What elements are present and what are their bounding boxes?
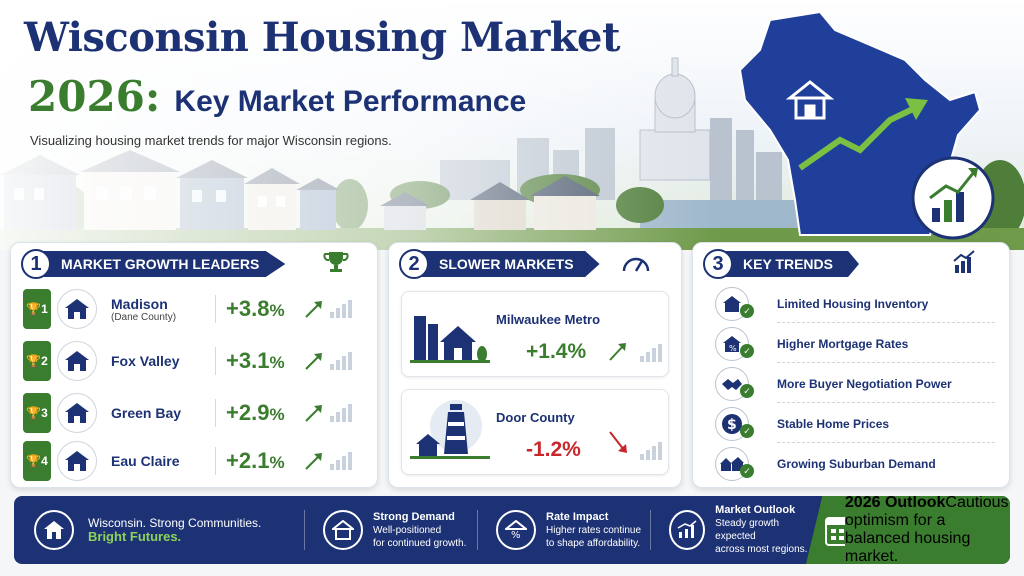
trend-item: % ✓ Higher Mortgage Rates <box>715 325 995 363</box>
dollar-icon: $ ✓ <box>715 407 754 441</box>
footer-item-title: Strong Demand <box>373 510 455 523</box>
region-name: Eau Claire <box>111 453 180 469</box>
bars-icon <box>640 442 662 460</box>
bars-icon <box>330 452 352 470</box>
hero-banner: Wisconsin Housing Market 2026: Key Marke… <box>0 0 1024 250</box>
bars-icon <box>330 404 352 422</box>
house-icon <box>57 341 97 381</box>
rank-badge: 🏆 1 <box>23 289 51 329</box>
trend-up-icon <box>305 453 322 470</box>
neighborhood-icon: ✓ <box>715 447 754 481</box>
svg-text:%: % <box>729 344 737 353</box>
market-card-milwaukee: Milwaukee Metro +1.4% <box>401 291 669 377</box>
footer-outlook-2026: 2026 OutlookCautious optimism for a balan… <box>806 496 1010 564</box>
list-item: 🏆 4 Eau Claire +2.1% <box>23 439 369 483</box>
market-name: Door County <box>496 410 575 425</box>
trend-up-icon <box>609 343 626 361</box>
gauge-icon <box>622 257 650 272</box>
footer-item-demand: Strong Demand Well-positioned for continue… <box>305 496 477 564</box>
slower-markets-panel: 2 SLOWER MARKETS Milwaukee Metro +1.4% D… <box>388 242 682 488</box>
region-name: Madison <box>111 295 168 312</box>
calendar-icon <box>825 517 845 546</box>
rank-badge: 🏆 4 <box>23 441 51 481</box>
panel-number: 3 <box>703 249 733 279</box>
trend-label: Growing Suburban Demand <box>777 457 936 471</box>
market-value: +1.4% <box>526 340 587 363</box>
list-item: 🏆 2 Fox Valley +3.1% <box>23 339 369 383</box>
region-sub: (Dane County) <box>111 311 177 323</box>
growth-value: +3.8% <box>226 296 285 321</box>
trend-item: ✓ More Buyer Negotiation Power <box>715 365 995 403</box>
market-name: Milwaukee Metro <box>496 312 601 327</box>
panel-number: 1 <box>21 249 51 279</box>
title-year: 2026: <box>28 72 161 121</box>
footer-item-outlook: Market Outlook Steady growth expected acro… <box>651 496 811 564</box>
footer-item-title: Market Outlook <box>715 504 796 516</box>
percent-icon: % <box>496 510 536 550</box>
market-value: -1.2% <box>526 438 581 461</box>
house-icon <box>323 510 363 550</box>
outlook-title: 2026 Outlook <box>844 496 946 511</box>
rank-badge: 🏆 2 <box>23 341 51 381</box>
panel-title: SLOWER MARKETS <box>419 251 600 277</box>
trend-label: Higher Mortgage Rates <box>777 337 909 351</box>
house-icon <box>57 393 97 433</box>
svg-text:$: $ <box>727 417 737 433</box>
panel-header: 1 MARKET GROWTH LEADERS <box>21 249 286 279</box>
growth-leaders-panel: 1 MARKET GROWTH LEADERS 🏆 1 Madison (Dane … <box>10 242 378 488</box>
city-icon <box>410 316 490 363</box>
page-title: Wisconsin Housing Market <box>24 14 620 61</box>
title-subhead: Key Market Performance <box>174 85 527 118</box>
percent-house-icon: % ✓ <box>715 327 754 361</box>
region-name: Green Bay <box>111 405 182 421</box>
footer-item-rate: % Rate Impact Higher rates continue to sha… <box>478 496 650 564</box>
tagline: Visualizing housing market trends for ma… <box>30 133 392 148</box>
growth-value: +3.1% <box>226 348 285 373</box>
trend-item: ✓ Growing Suburban Demand <box>715 445 995 483</box>
brand-line1: Wisconsin. Strong Communities. <box>88 516 262 530</box>
growth-value: +2.9% <box>226 400 285 425</box>
footer-bar: Wisconsin. Strong Communities. Bright Fu… <box>14 496 1010 564</box>
list-item: 🏆 1 Madison (Dane County) +3.8% <box>23 287 369 331</box>
trend-item: ✓ Limited Housing Inventory <box>715 285 995 323</box>
trend-item: $ ✓ Stable Home Prices <box>715 405 995 443</box>
house-icon <box>57 441 97 481</box>
trend-label: Stable Home Prices <box>777 417 890 431</box>
list-item: 🏆 3 Green Bay +2.9% <box>23 391 369 435</box>
panel-header: 3 KEY TRENDS <box>703 249 859 279</box>
trophy-icon <box>323 252 349 272</box>
trend-label: Limited Housing Inventory <box>777 297 929 311</box>
growth-value: +2.1% <box>226 448 285 473</box>
page-subtitle: 2026: Key Market Performance <box>28 72 526 121</box>
trend-down-icon <box>609 431 627 453</box>
bars-icon <box>330 352 352 370</box>
growth-chart-icon <box>669 510 706 550</box>
panel-number: 2 <box>399 249 429 279</box>
lighthouse-icon <box>410 400 490 459</box>
trend-up-icon <box>305 301 322 318</box>
brand-line2: Bright Futures. <box>88 529 182 544</box>
chart-icon <box>953 250 975 273</box>
house-icon: ✓ <box>715 287 754 321</box>
rank-badge: 🏆 3 <box>23 393 51 433</box>
footer-brand: Wisconsin. Strong Communities. Bright Fu… <box>14 496 304 564</box>
region-name: Fox Valley <box>111 353 180 369</box>
trend-up-icon <box>305 405 322 422</box>
bars-icon <box>640 344 662 362</box>
trend-up-icon <box>305 353 322 370</box>
footer-item-title: Rate Impact <box>546 510 609 523</box>
key-trends-panel: 3 KEY TRENDS ✓ Limited Housing Inventory… <box>692 242 1010 488</box>
bars-icon <box>330 300 352 318</box>
trend-label: More Buyer Negotiation Power <box>777 377 952 391</box>
panel-title: KEY TRENDS <box>723 251 859 277</box>
panel-header: 2 SLOWER MARKETS <box>399 249 600 279</box>
svg-text:%: % <box>511 530 521 540</box>
market-card-door-county: Door County -1.2% <box>401 389 669 475</box>
panel-title: MARKET GROWTH LEADERS <box>41 251 286 277</box>
house-icon <box>57 289 97 329</box>
house-icon <box>34 510 74 550</box>
handshake-icon: ✓ <box>715 367 754 401</box>
